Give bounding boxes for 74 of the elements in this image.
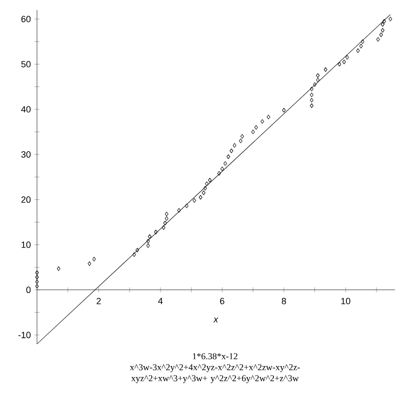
point bbox=[163, 220, 167, 226]
point bbox=[154, 230, 158, 234]
point bbox=[313, 82, 317, 87]
x-axis-title: x bbox=[213, 318, 218, 322]
point bbox=[282, 108, 286, 112]
point bbox=[220, 166, 224, 172]
point bbox=[146, 238, 150, 244]
x-tick-label: 4 bbox=[158, 298, 163, 304]
point bbox=[232, 143, 236, 148]
point bbox=[148, 234, 152, 239]
point bbox=[240, 134, 244, 139]
point bbox=[238, 138, 242, 144]
point bbox=[310, 103, 314, 108]
y-tick-label: -10 bbox=[18, 332, 31, 338]
point bbox=[338, 62, 342, 66]
point bbox=[132, 252, 136, 257]
point bbox=[136, 248, 140, 252]
point bbox=[260, 119, 264, 124]
point bbox=[254, 125, 258, 130]
point bbox=[316, 73, 320, 78]
y-tick-label: 50 bbox=[21, 60, 31, 68]
point bbox=[360, 39, 364, 44]
y-tick-label: 10 bbox=[22, 242, 31, 248]
point bbox=[192, 198, 196, 203]
point bbox=[202, 190, 206, 196]
point bbox=[224, 161, 228, 166]
text: x^3w-3x^2y^2+4x^2yz-x^2z^2+x^2zw-xy^2z-xyz^2+xw^3+y^3w+ y^2z^2+6y^2w^2+z^3w bbox=[130, 364, 300, 384]
y-tick-label: 60 bbox=[21, 16, 31, 22]
point bbox=[310, 92, 314, 98]
point bbox=[208, 178, 212, 182]
point bbox=[184, 204, 188, 208]
point bbox=[359, 44, 363, 48]
x-tick-label: 8 bbox=[282, 298, 286, 304]
point bbox=[35, 270, 39, 275]
point bbox=[379, 32, 383, 38]
x-tick-label: 10 bbox=[341, 298, 350, 304]
point bbox=[380, 22, 384, 27]
point bbox=[88, 261, 92, 266]
point bbox=[388, 16, 392, 22]
point bbox=[146, 243, 150, 248]
point bbox=[162, 225, 166, 230]
text: 1*6.38*x-12 bbox=[192, 353, 238, 360]
x-tick-label: 2 bbox=[96, 298, 101, 304]
y-tick-label: 20 bbox=[21, 196, 31, 203]
point bbox=[164, 212, 168, 216]
point bbox=[226, 154, 230, 159]
y-tick-label: 0 bbox=[26, 286, 31, 294]
y-tick-label: 40 bbox=[21, 106, 31, 112]
point bbox=[35, 274, 39, 280]
point bbox=[203, 186, 207, 191]
point bbox=[316, 78, 320, 82]
point bbox=[382, 19, 386, 24]
point bbox=[92, 256, 96, 262]
point bbox=[310, 98, 314, 103]
point bbox=[376, 37, 380, 42]
point bbox=[251, 130, 255, 134]
point bbox=[356, 48, 360, 53]
point bbox=[56, 266, 60, 271]
point bbox=[35, 279, 39, 284]
point bbox=[198, 195, 202, 200]
point bbox=[217, 171, 221, 176]
y-tick-label: 30 bbox=[21, 151, 31, 158]
point bbox=[177, 208, 181, 213]
point bbox=[204, 182, 208, 186]
point bbox=[380, 28, 384, 33]
point bbox=[324, 67, 328, 72]
point bbox=[310, 86, 314, 92]
point bbox=[164, 216, 168, 221]
x-tick-label: 6 bbox=[220, 298, 224, 304]
point bbox=[35, 284, 39, 288]
point bbox=[345, 55, 349, 60]
point bbox=[230, 148, 234, 154]
point bbox=[266, 114, 270, 120]
point bbox=[342, 60, 346, 64]
